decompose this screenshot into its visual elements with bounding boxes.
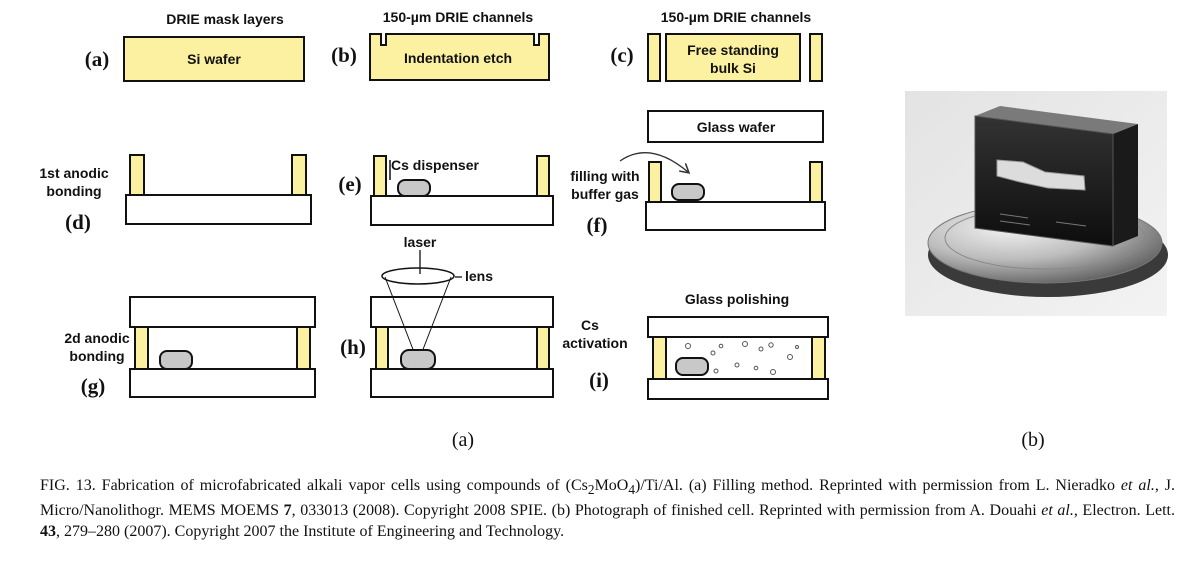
filling-text-2: buffer gas	[571, 186, 639, 202]
glass-wafer-top	[129, 296, 316, 328]
si-wafer-label: Si wafer	[187, 51, 241, 67]
cs-dispenser	[675, 357, 709, 376]
frame-left	[375, 326, 389, 370]
panel-b-title: 150-µm DRIE channels	[383, 9, 534, 25]
lens-label: lens	[465, 268, 493, 284]
panel-c: 150-µm DRIE channels Free standing bulk …	[610, 9, 823, 82]
caption-italic: et al.	[1041, 502, 1074, 520]
frame-right	[536, 155, 550, 197]
glass-wafer-top	[647, 316, 829, 338]
cs-dispenser	[400, 349, 436, 370]
caption-subscript: 4	[628, 482, 636, 498]
panel-g-label: (g)	[81, 374, 106, 398]
glass-wafer-top	[370, 296, 554, 328]
panel-g-text-1: 2d anodic	[64, 330, 130, 346]
bulk-si-label-1: Free standing	[687, 42, 779, 58]
panel-g-text-2: bonding	[69, 348, 124, 364]
panel-d-label: (d)	[65, 210, 91, 234]
glass-wafer-bottom	[370, 368, 554, 398]
glass-wafer-bottom	[370, 195, 554, 226]
cs-vapor-particles	[685, 341, 799, 375]
cs-dispenser-label: Cs dispenser	[391, 157, 479, 173]
frame-left	[129, 154, 145, 196]
si-wafer	[123, 36, 305, 82]
bulk-si	[665, 33, 801, 82]
caption-fig-number: FIG. 13.	[40, 477, 96, 494]
glass-wafer-top	[647, 110, 824, 143]
panel-b-label: (b)	[331, 43, 357, 67]
caption-text: , 033013 (2008). Copyright 2008 SPIE. (b…	[291, 502, 1042, 520]
frame-right	[296, 326, 311, 370]
filling-text-1: filling with	[570, 168, 639, 184]
caption-italic: et al.	[1120, 477, 1155, 494]
cs-dispenser	[671, 183, 705, 201]
laser-label: laser	[404, 234, 437, 250]
panel-b: 150-µm DRIE channels Indentation etch (b…	[331, 9, 550, 81]
panel-d-text-2: bonding	[46, 183, 101, 199]
subfigure-label-a: (a)	[452, 429, 474, 451]
frame-left	[652, 336, 667, 380]
frame-left	[134, 326, 149, 370]
glass-polishing-label: Glass polishing	[685, 291, 789, 307]
cell-reflections	[999, 213, 1087, 227]
frame-left	[648, 161, 662, 203]
glass-wafer-bottom	[647, 378, 829, 400]
glass-wafer-bottom	[645, 201, 826, 231]
frame-right	[811, 336, 826, 380]
panel-f-label: (f)	[587, 213, 608, 237]
frame-right	[809, 33, 823, 82]
frame-right	[809, 161, 823, 203]
caption-text: )/Ti/Al. (a) Filling method. Reprinted w…	[635, 477, 1121, 494]
panel-g: 2d anodic bonding (g)	[64, 296, 316, 398]
panel-i-label: (i)	[589, 368, 609, 392]
panel-a-title: DRIE mask layers	[166, 11, 284, 27]
cs-dispenser	[397, 179, 431, 197]
gas-flow-arrow	[619, 152, 688, 172]
caption-text: , J. Micro/Nanolithogr. MEMS MOEMS	[40, 477, 1176, 520]
caption-text: Fabrication of microfabricated alkali va…	[95, 477, 588, 494]
cell-top	[975, 106, 1138, 134]
frame-left	[647, 33, 661, 82]
panel-e: Cs dispenser (e)	[338, 155, 554, 226]
glass-wafer-label: Glass wafer	[697, 119, 776, 135]
panel-c-label: (c)	[610, 43, 633, 67]
cell-photograph	[905, 91, 1168, 316]
panel-a-label: (a)	[85, 47, 110, 71]
caption-volume: 7	[283, 502, 292, 520]
caption-text: , Electron. Lett.	[1073, 502, 1175, 520]
focus-ray-right	[421, 276, 452, 353]
focus-ray-left	[384, 276, 415, 353]
frame-right	[536, 326, 550, 370]
panel-d: 1st anodic bonding (d)	[39, 154, 312, 234]
glass-wafer-bottom	[129, 368, 316, 398]
glass-wafer-bottom	[125, 194, 312, 225]
cell-cavity	[996, 159, 1086, 191]
caption-subscript: 2	[587, 482, 595, 498]
frame-right	[291, 154, 307, 196]
frame-left	[373, 155, 387, 197]
caption-text: , 279–280 (2007). Copyright 2007 the Ins…	[56, 523, 565, 541]
panel-a: DRIE mask layers Si wafer (a)	[85, 11, 305, 82]
caption-volume: 43	[40, 523, 56, 541]
caption-text: MoO	[594, 477, 629, 494]
indented-wafer	[369, 33, 550, 81]
activation-text: activation	[562, 335, 627, 351]
lens-shape	[381, 267, 455, 285]
cs-dispenser	[159, 350, 193, 370]
panel-f: Glass wafer filling with buffer gas (f)	[570, 110, 826, 237]
figure-caption: FIG. 13. Fabrication of microfabricated …	[40, 475, 1175, 542]
cell-side	[1113, 124, 1138, 246]
panel-i: Glass polishing Cs activation (i)	[562, 291, 829, 400]
panel-e-label: (e)	[338, 172, 361, 196]
panel-d-text-1: 1st anodic	[39, 165, 108, 181]
panel-h-label: (h)	[340, 335, 366, 359]
subfigure-label-b: (b)	[1021, 429, 1044, 451]
indentation-label: Indentation etch	[404, 50, 512, 66]
panel-c-title: 150-µm DRIE channels	[661, 9, 812, 25]
cs-text: Cs	[581, 317, 599, 333]
bulk-si-label-2: bulk Si	[710, 60, 756, 76]
panel-h: laser lens (h)	[340, 234, 554, 398]
